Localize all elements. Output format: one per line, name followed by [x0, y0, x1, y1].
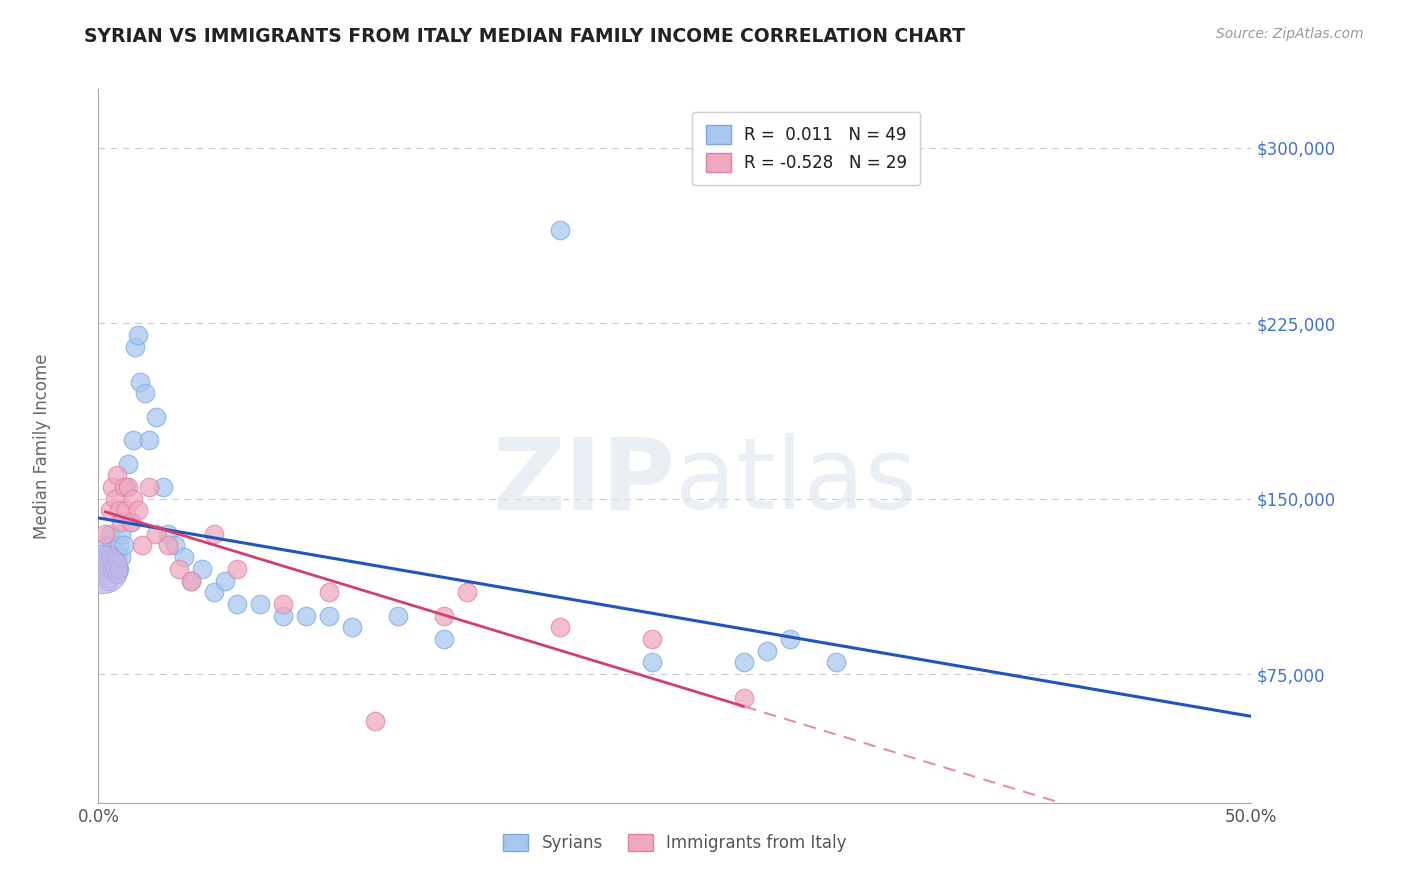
Point [756, 644, 779, 658]
Point [180, 574, 202, 588]
Point [733, 656, 755, 670]
Point [103, 491, 125, 506]
Point [124, 340, 146, 354]
Point [340, 620, 363, 634]
Point [115, 480, 138, 494]
Point [156, 538, 179, 552]
Point [112, 480, 135, 494]
Point [122, 433, 145, 447]
Point [94, 526, 117, 541]
Point [127, 327, 149, 342]
Point [108, 538, 131, 552]
Text: Source: ZipAtlas.com: Source: ZipAtlas.com [1216, 27, 1364, 41]
Point [131, 538, 153, 552]
Legend: R =  0.011   N = 49, R = -0.528   N = 29: R = 0.011 N = 49, R = -0.528 N = 29 [692, 112, 920, 186]
Point [110, 526, 132, 541]
Point [173, 550, 195, 565]
Point [152, 480, 174, 494]
Point [105, 566, 128, 581]
Point [271, 597, 294, 611]
Point [225, 562, 247, 576]
Point [548, 222, 571, 236]
Point [105, 550, 128, 565]
Point [364, 714, 387, 728]
Point [387, 608, 409, 623]
Point [94, 550, 117, 565]
Point [122, 491, 145, 506]
Text: Median Family Income: Median Family Income [34, 353, 51, 539]
Point [167, 562, 190, 576]
Point [117, 480, 139, 494]
Point [433, 608, 456, 623]
Point [145, 409, 167, 424]
Point [108, 503, 131, 517]
Point [202, 585, 225, 599]
Point [101, 480, 124, 494]
Point [138, 433, 160, 447]
Point [134, 386, 156, 401]
Point [180, 574, 202, 588]
Point [456, 585, 478, 599]
Point [101, 538, 124, 552]
Point [120, 515, 142, 529]
Point [191, 562, 214, 576]
Point [163, 538, 186, 552]
Point [115, 503, 138, 517]
Point [110, 515, 132, 529]
Point [318, 608, 340, 623]
Point [548, 620, 571, 634]
Point [249, 597, 271, 611]
Point [91, 538, 114, 552]
Point [101, 562, 124, 576]
Point [98, 503, 121, 517]
Point [202, 526, 225, 541]
Text: atlas: atlas [675, 434, 917, 530]
Point [225, 597, 247, 611]
Point [110, 550, 132, 565]
Point [98, 550, 121, 565]
Point [98, 526, 121, 541]
Point [103, 550, 125, 565]
Point [145, 526, 167, 541]
Point [97, 574, 120, 588]
Point [117, 457, 139, 471]
Point [105, 468, 128, 483]
Point [271, 608, 294, 623]
Text: ZIP: ZIP [492, 434, 675, 530]
Point [641, 632, 664, 646]
Point [156, 526, 179, 541]
Point [97, 562, 120, 576]
Point [127, 503, 149, 517]
Point [120, 515, 142, 529]
Point [641, 656, 664, 670]
Point [295, 608, 318, 623]
Point [825, 656, 848, 670]
Point [318, 585, 340, 599]
Point [129, 375, 152, 389]
Point [779, 632, 801, 646]
Point [91, 562, 114, 576]
Point [214, 574, 236, 588]
Text: SYRIAN VS IMMIGRANTS FROM ITALY MEDIAN FAMILY INCOME CORRELATION CHART: SYRIAN VS IMMIGRANTS FROM ITALY MEDIAN F… [84, 27, 966, 45]
Point [103, 562, 125, 576]
Point [138, 480, 160, 494]
Point [112, 538, 135, 552]
Point [108, 562, 131, 576]
Point [733, 690, 755, 705]
Point [433, 632, 456, 646]
